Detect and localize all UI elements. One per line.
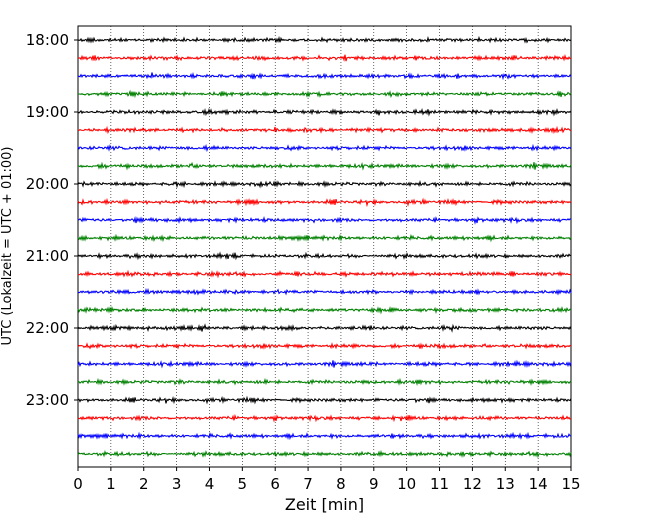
y-tick-label: 23:00 <box>26 391 69 409</box>
x-tick-label: 1 <box>106 475 116 493</box>
x-tick-label: 5 <box>238 475 248 493</box>
x-tick-label: 11 <box>430 475 449 493</box>
x-axis-label: Zeit [min] <box>285 495 364 514</box>
x-tick-label: 14 <box>529 475 548 493</box>
y-tick-label: 21:00 <box>26 247 69 265</box>
trace-line <box>77 71 572 81</box>
trace-line <box>77 359 572 369</box>
x-tick-label: 15 <box>561 475 580 493</box>
y-tick-label: 19:00 <box>26 103 69 121</box>
x-tick-label: 4 <box>205 475 215 493</box>
trace-line <box>77 377 572 386</box>
trace-line <box>77 125 572 135</box>
y-tick-label: 18:00 <box>26 31 69 49</box>
trace-line <box>77 233 572 243</box>
y-axis-ticks: 18:00 19:00 20:00 21:00 22:00 23:00 <box>26 31 78 409</box>
x-tick-label: 13 <box>496 475 515 493</box>
trace-line <box>77 161 572 171</box>
traces <box>77 35 572 459</box>
trace-line <box>77 413 572 423</box>
x-tick-label: 9 <box>369 475 379 493</box>
x-tick-label: 7 <box>303 475 313 493</box>
trace-line <box>77 216 572 225</box>
trace-line <box>77 342 572 350</box>
trace-line <box>77 305 572 315</box>
x-tick-label: 3 <box>172 475 182 493</box>
plot-area-frame <box>77 25 572 468</box>
trace-line <box>77 35 572 44</box>
x-tick-label: 10 <box>397 475 416 493</box>
trace-line <box>77 431 572 441</box>
x-axis-ticks: 0 1 2 3 4 5 6 7 8 9 10 11 12 13 14 15 <box>73 467 581 493</box>
trace-line <box>77 251 572 261</box>
x-tick-label: 2 <box>139 475 149 493</box>
y-axis-label: UTC (Lokalzeit = UTC + 01:00) <box>0 147 15 346</box>
x-tick-label: 6 <box>270 475 280 493</box>
trace-line <box>77 323 572 333</box>
trace-line <box>77 449 572 459</box>
x-tick-label: 12 <box>463 475 482 493</box>
y-tick-label: 22:00 <box>26 319 69 337</box>
trace-line <box>77 395 572 405</box>
x-tick-label: 8 <box>336 475 346 493</box>
trace-line <box>77 89 572 99</box>
x-tick-label: 0 <box>73 475 83 493</box>
y-tick-label: 20:00 <box>26 175 69 193</box>
trace-line <box>77 107 572 117</box>
trace-line <box>77 269 572 279</box>
trace-line <box>77 197 572 208</box>
trace-line <box>77 179 572 189</box>
trace-line <box>77 53 572 62</box>
trace-line <box>77 287 572 296</box>
trace-line <box>77 143 572 153</box>
